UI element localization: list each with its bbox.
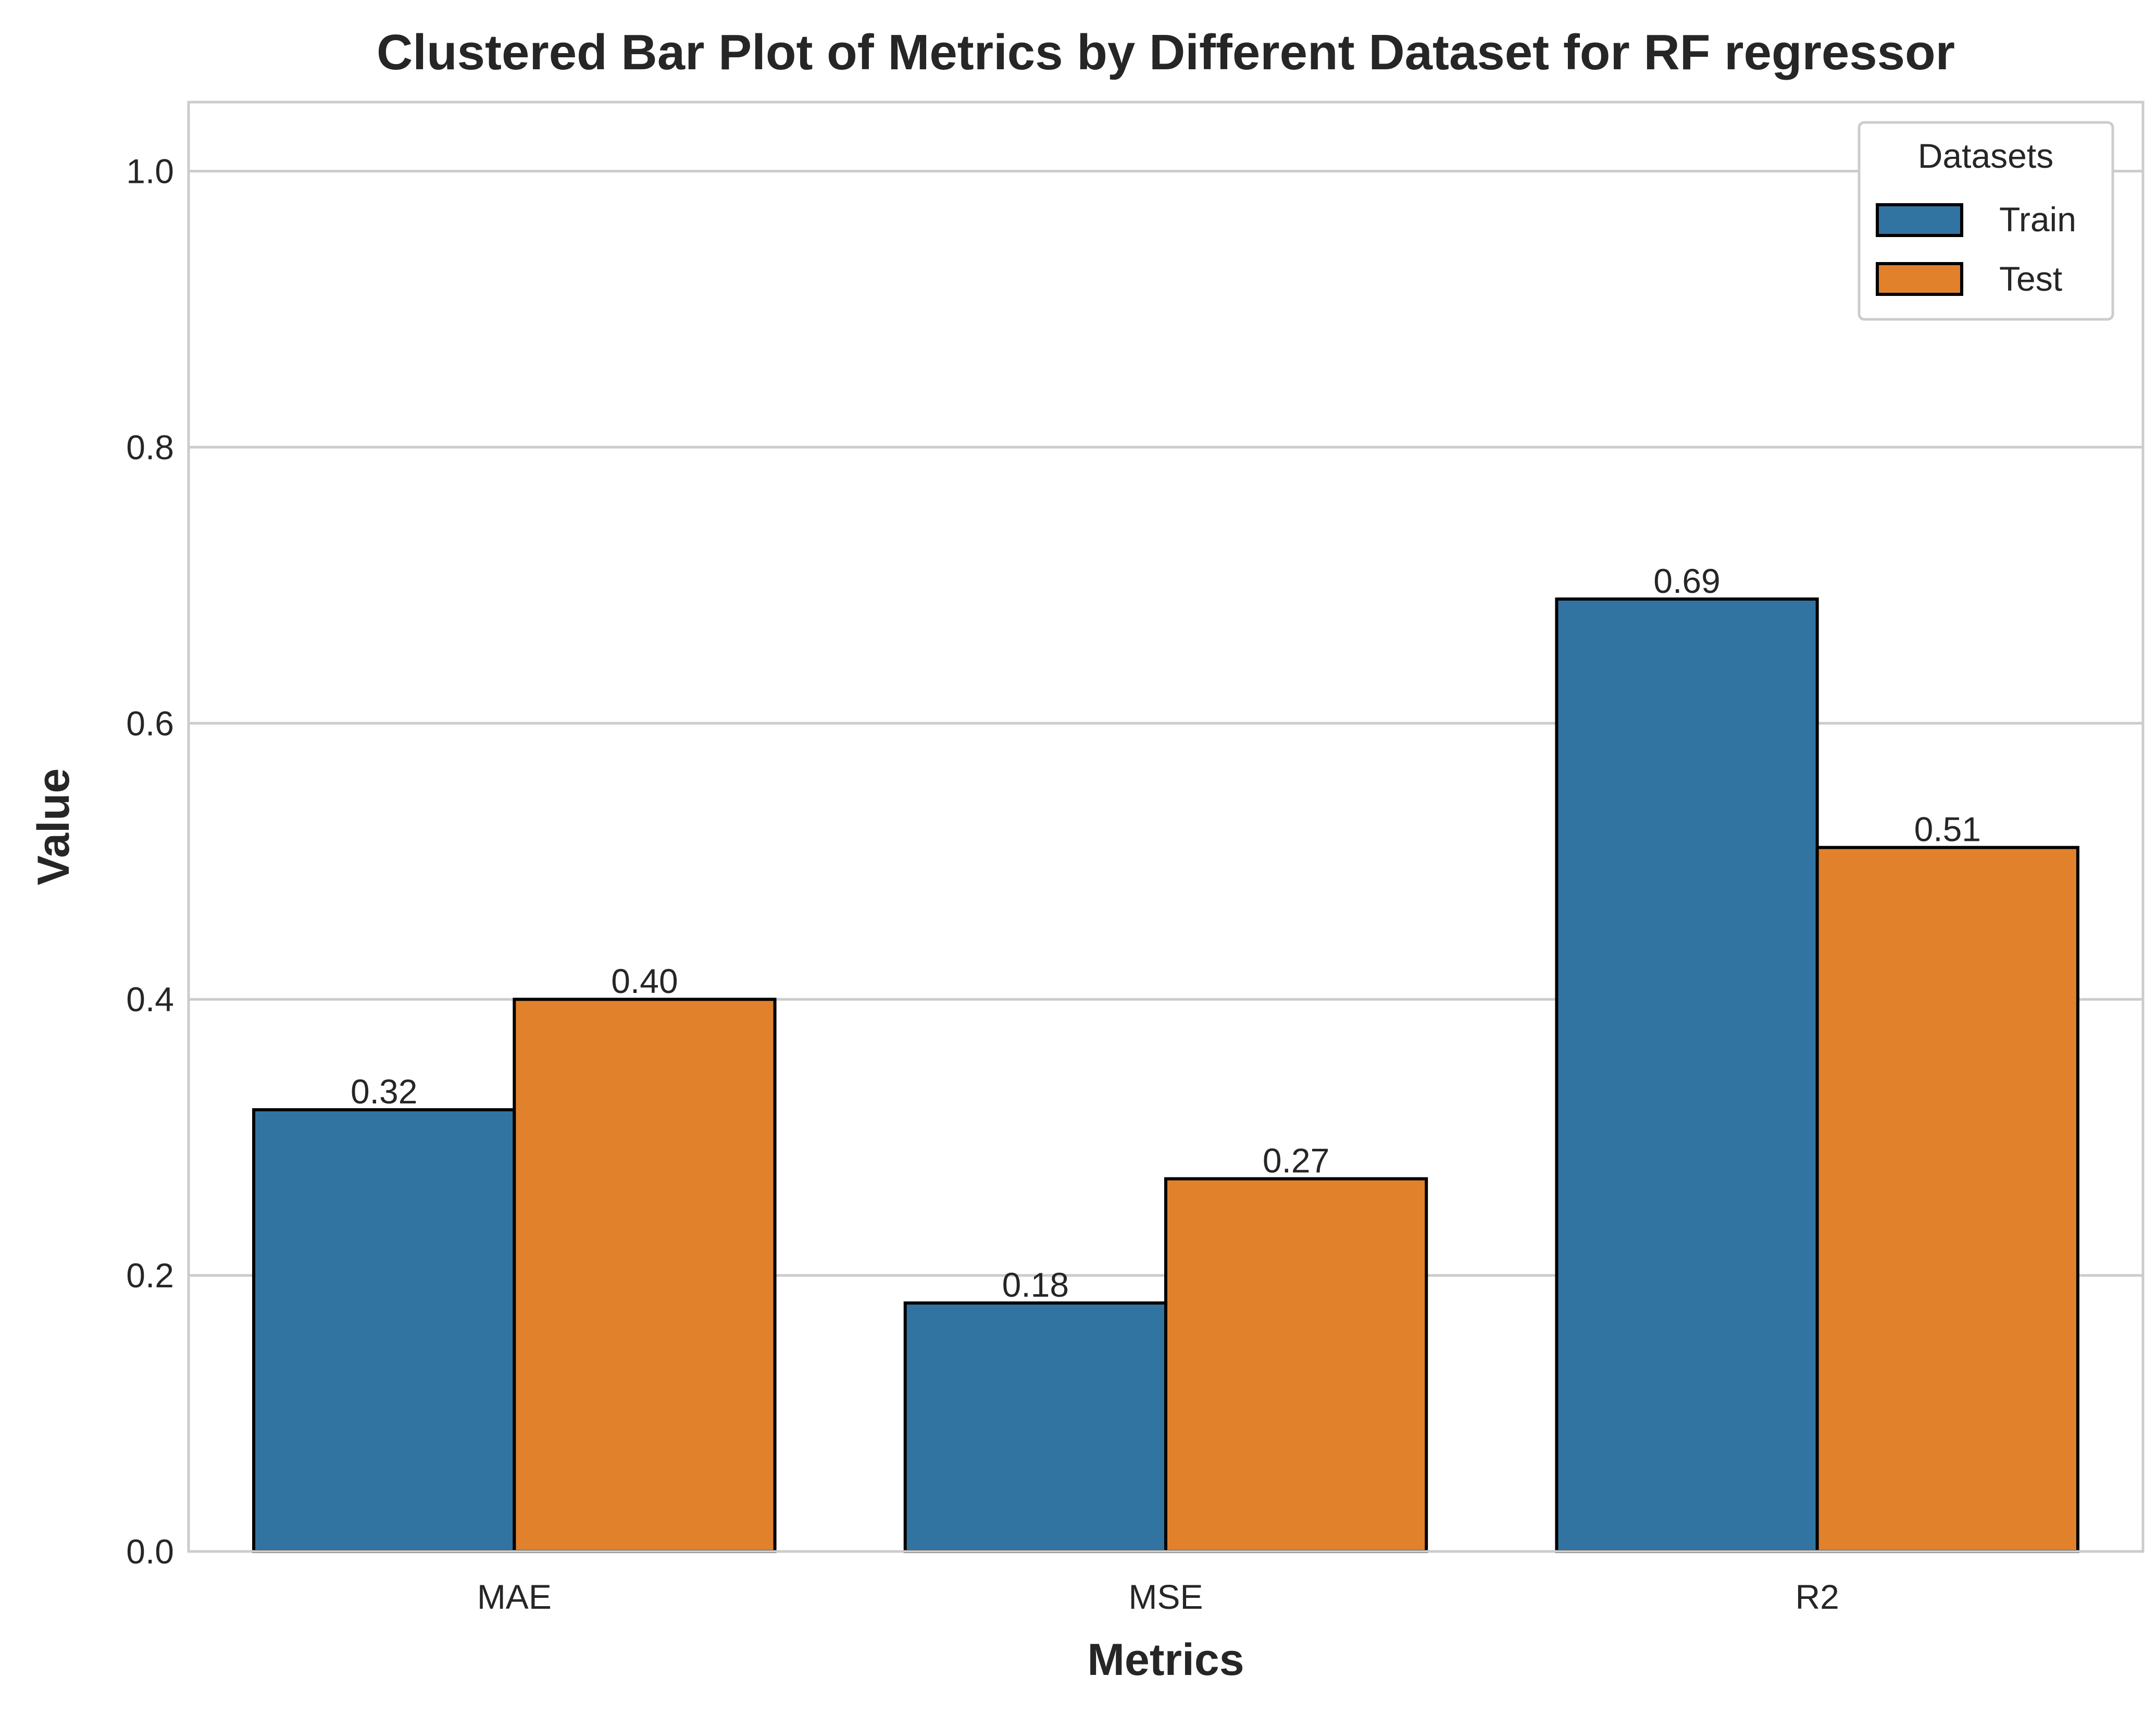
legend-title: Datasets: [1918, 136, 2053, 175]
bar-test-r2: [1815, 846, 2079, 1553]
legend: Datasets Train Test: [1858, 121, 2114, 321]
data-label-train-mae: 0.32: [351, 1072, 417, 1111]
plot-frame: [187, 101, 2145, 1553]
chart-title: Clustered Bar Plot of Metrics by Differe…: [377, 24, 1955, 80]
legend-label-test: Test: [1999, 259, 2062, 298]
data-label-train-mse: 0.18: [1002, 1265, 1069, 1304]
y-tick-label: 0.2: [126, 1256, 174, 1295]
data-label-test-r2: 0.51: [1914, 810, 1981, 849]
x-tick-label: R2: [1795, 1578, 1839, 1616]
x-ticks: MAE MSE R2: [477, 1578, 1839, 1616]
x-tick-label: MAE: [477, 1578, 552, 1616]
data-label-test-mse: 0.27: [1263, 1141, 1329, 1180]
legend-swatch-train: [1876, 203, 1963, 237]
y-tick-label: 0.8: [126, 428, 174, 466]
y-tick-label: 0.0: [126, 1532, 174, 1571]
y-tick-label: 0.4: [126, 980, 174, 1019]
y-tick-label: 1.0: [126, 152, 174, 190]
bar-test-mse: [1164, 1177, 1428, 1554]
legend-swatch-test: [1876, 262, 1963, 296]
y-axis-label: Value: [29, 768, 79, 886]
bar-train-r2: [1555, 597, 1819, 1553]
x-axis-label: Metrics: [1087, 1635, 1244, 1685]
data-label-train-r2: 0.69: [1653, 562, 1720, 600]
data-label-test-mae: 0.40: [611, 962, 678, 1000]
y-tick-label: 0.6: [126, 704, 174, 742]
y-ticks: 0.0 0.2 0.4 0.6 0.8 1.0: [126, 152, 174, 1571]
bar-test-mae: [513, 998, 777, 1553]
bar-train-mse: [903, 1301, 1167, 1553]
data-labels: 0.32 0.40 0.18 0.27 0.69 0.51: [351, 562, 1981, 1304]
x-tick-label: MSE: [1128, 1578, 1203, 1616]
legend-label-train: Train: [1999, 200, 2076, 239]
bars: [252, 597, 2079, 1554]
bar-train-mae: [252, 1108, 516, 1553]
